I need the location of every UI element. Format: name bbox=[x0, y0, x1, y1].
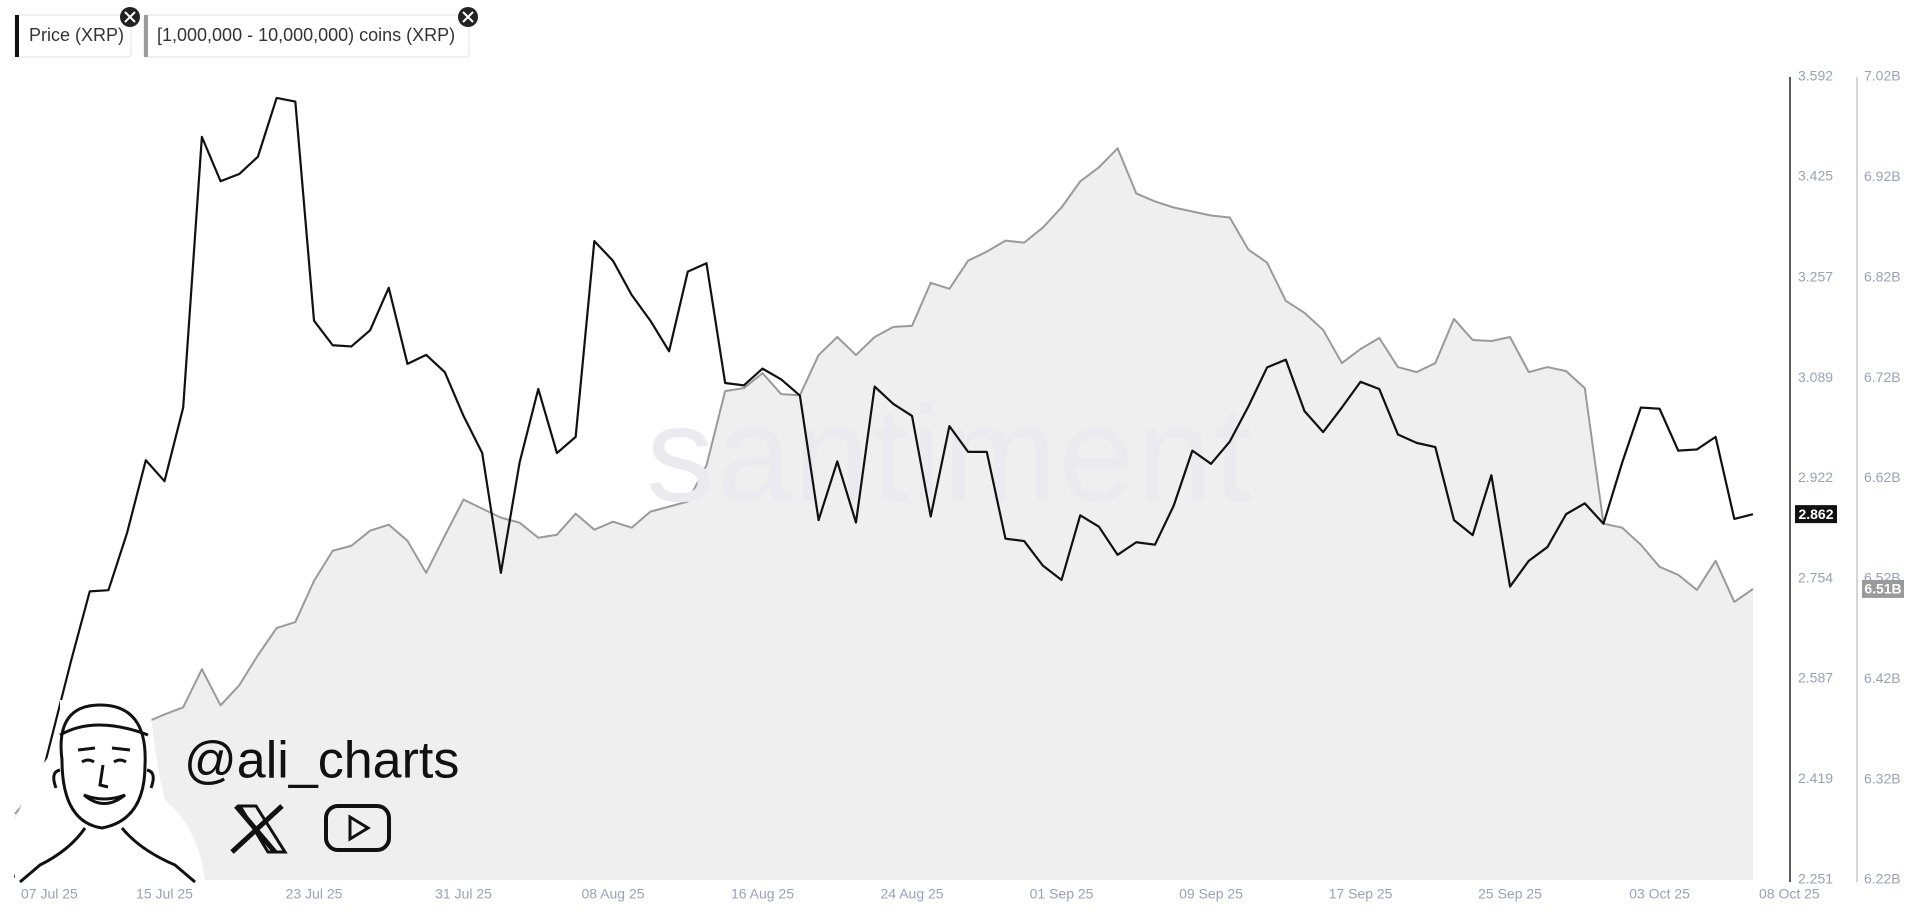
y2-tick-label: 6.92B bbox=[1864, 168, 1901, 184]
x-tick-label: 25 Sep 25 bbox=[1478, 886, 1542, 902]
x-tick-label: 08 Oct 25 bbox=[1759, 886, 1820, 902]
x-tick-label: 03 Oct 25 bbox=[1629, 886, 1690, 902]
last-value-badge bbox=[1795, 505, 1837, 524]
x-tick-label: 24 Aug 25 bbox=[881, 886, 944, 902]
legend-swatch bbox=[15, 15, 19, 57]
area bbox=[15, 148, 1753, 880]
x-tick-label: 15 Jul 25 bbox=[136, 886, 193, 902]
y-tick-label: 3.257 bbox=[1798, 268, 1833, 284]
y2-tick-label: 6.42B bbox=[1864, 670, 1901, 686]
x-tick-label: 07 Jul 25 bbox=[21, 886, 78, 902]
y2-tick-label: 7.02B bbox=[1864, 68, 1901, 84]
y2-tick-label: 6.22B bbox=[1864, 871, 1901, 887]
y-tick-label: 3.089 bbox=[1798, 369, 1833, 385]
x-tick-label: 31 Jul 25 bbox=[435, 886, 492, 902]
series-line bbox=[13, 96, 1754, 878]
plot-layer bbox=[14, 147, 1754, 880]
x-logo[interactable] bbox=[230, 804, 288, 854]
x-tick-label: 01 Sep 25 bbox=[1030, 886, 1094, 902]
x-tick-label: 08 Aug 25 bbox=[581, 886, 644, 902]
y-tick-label: 2.251 bbox=[1798, 871, 1833, 887]
y-tick-label: 2.754 bbox=[1798, 570, 1833, 586]
close-button[interactable] bbox=[458, 7, 478, 27]
x-tick-label: 17 Sep 25 bbox=[1329, 886, 1393, 902]
handle: @ali_charts bbox=[184, 732, 459, 790]
x-tick-label: 23 Jul 25 bbox=[286, 886, 343, 902]
line-layer bbox=[13, 96, 1754, 878]
last-value-label: 6.51B bbox=[1864, 581, 1901, 597]
legend-label: Price (XRP) bbox=[29, 25, 124, 45]
watermark: santiment bbox=[646, 378, 1254, 530]
branding: @ali_charts bbox=[15, 700, 459, 884]
y-tick-label: 2.419 bbox=[1798, 770, 1833, 786]
y-tick-label: 3.592 bbox=[1798, 68, 1833, 84]
y-tick-label: 2.587 bbox=[1798, 670, 1833, 686]
x-tick-label: 09 Sep 25 bbox=[1179, 886, 1243, 902]
legend-label: [1,000,000 - 10,000,000) coins (XRP) bbox=[157, 25, 455, 45]
y2-tick-label: 6.32B bbox=[1864, 770, 1901, 786]
y2-tick-label: 6.62B bbox=[1864, 469, 1901, 485]
close-button[interactable] bbox=[120, 7, 140, 27]
y2-tick-label: 6.72B bbox=[1864, 369, 1901, 385]
last-value-label: 2.862 bbox=[1798, 506, 1833, 522]
y2-tick-label: 6.82B bbox=[1864, 268, 1901, 284]
x-tick-label: 16 Aug 25 bbox=[731, 886, 794, 902]
y-tick-label: 3.425 bbox=[1798, 168, 1833, 184]
y-tick-label: 2.922 bbox=[1798, 469, 1833, 485]
youtube-logo[interactable] bbox=[324, 804, 391, 852]
legend-swatch bbox=[144, 15, 148, 57]
legend: Price (XRP) [1,000,000 - 10,000,000) coi… bbox=[14, 7, 478, 58]
portrait bbox=[19, 703, 196, 884]
series-line bbox=[14, 147, 1754, 815]
last-value-badge bbox=[1862, 579, 1904, 598]
